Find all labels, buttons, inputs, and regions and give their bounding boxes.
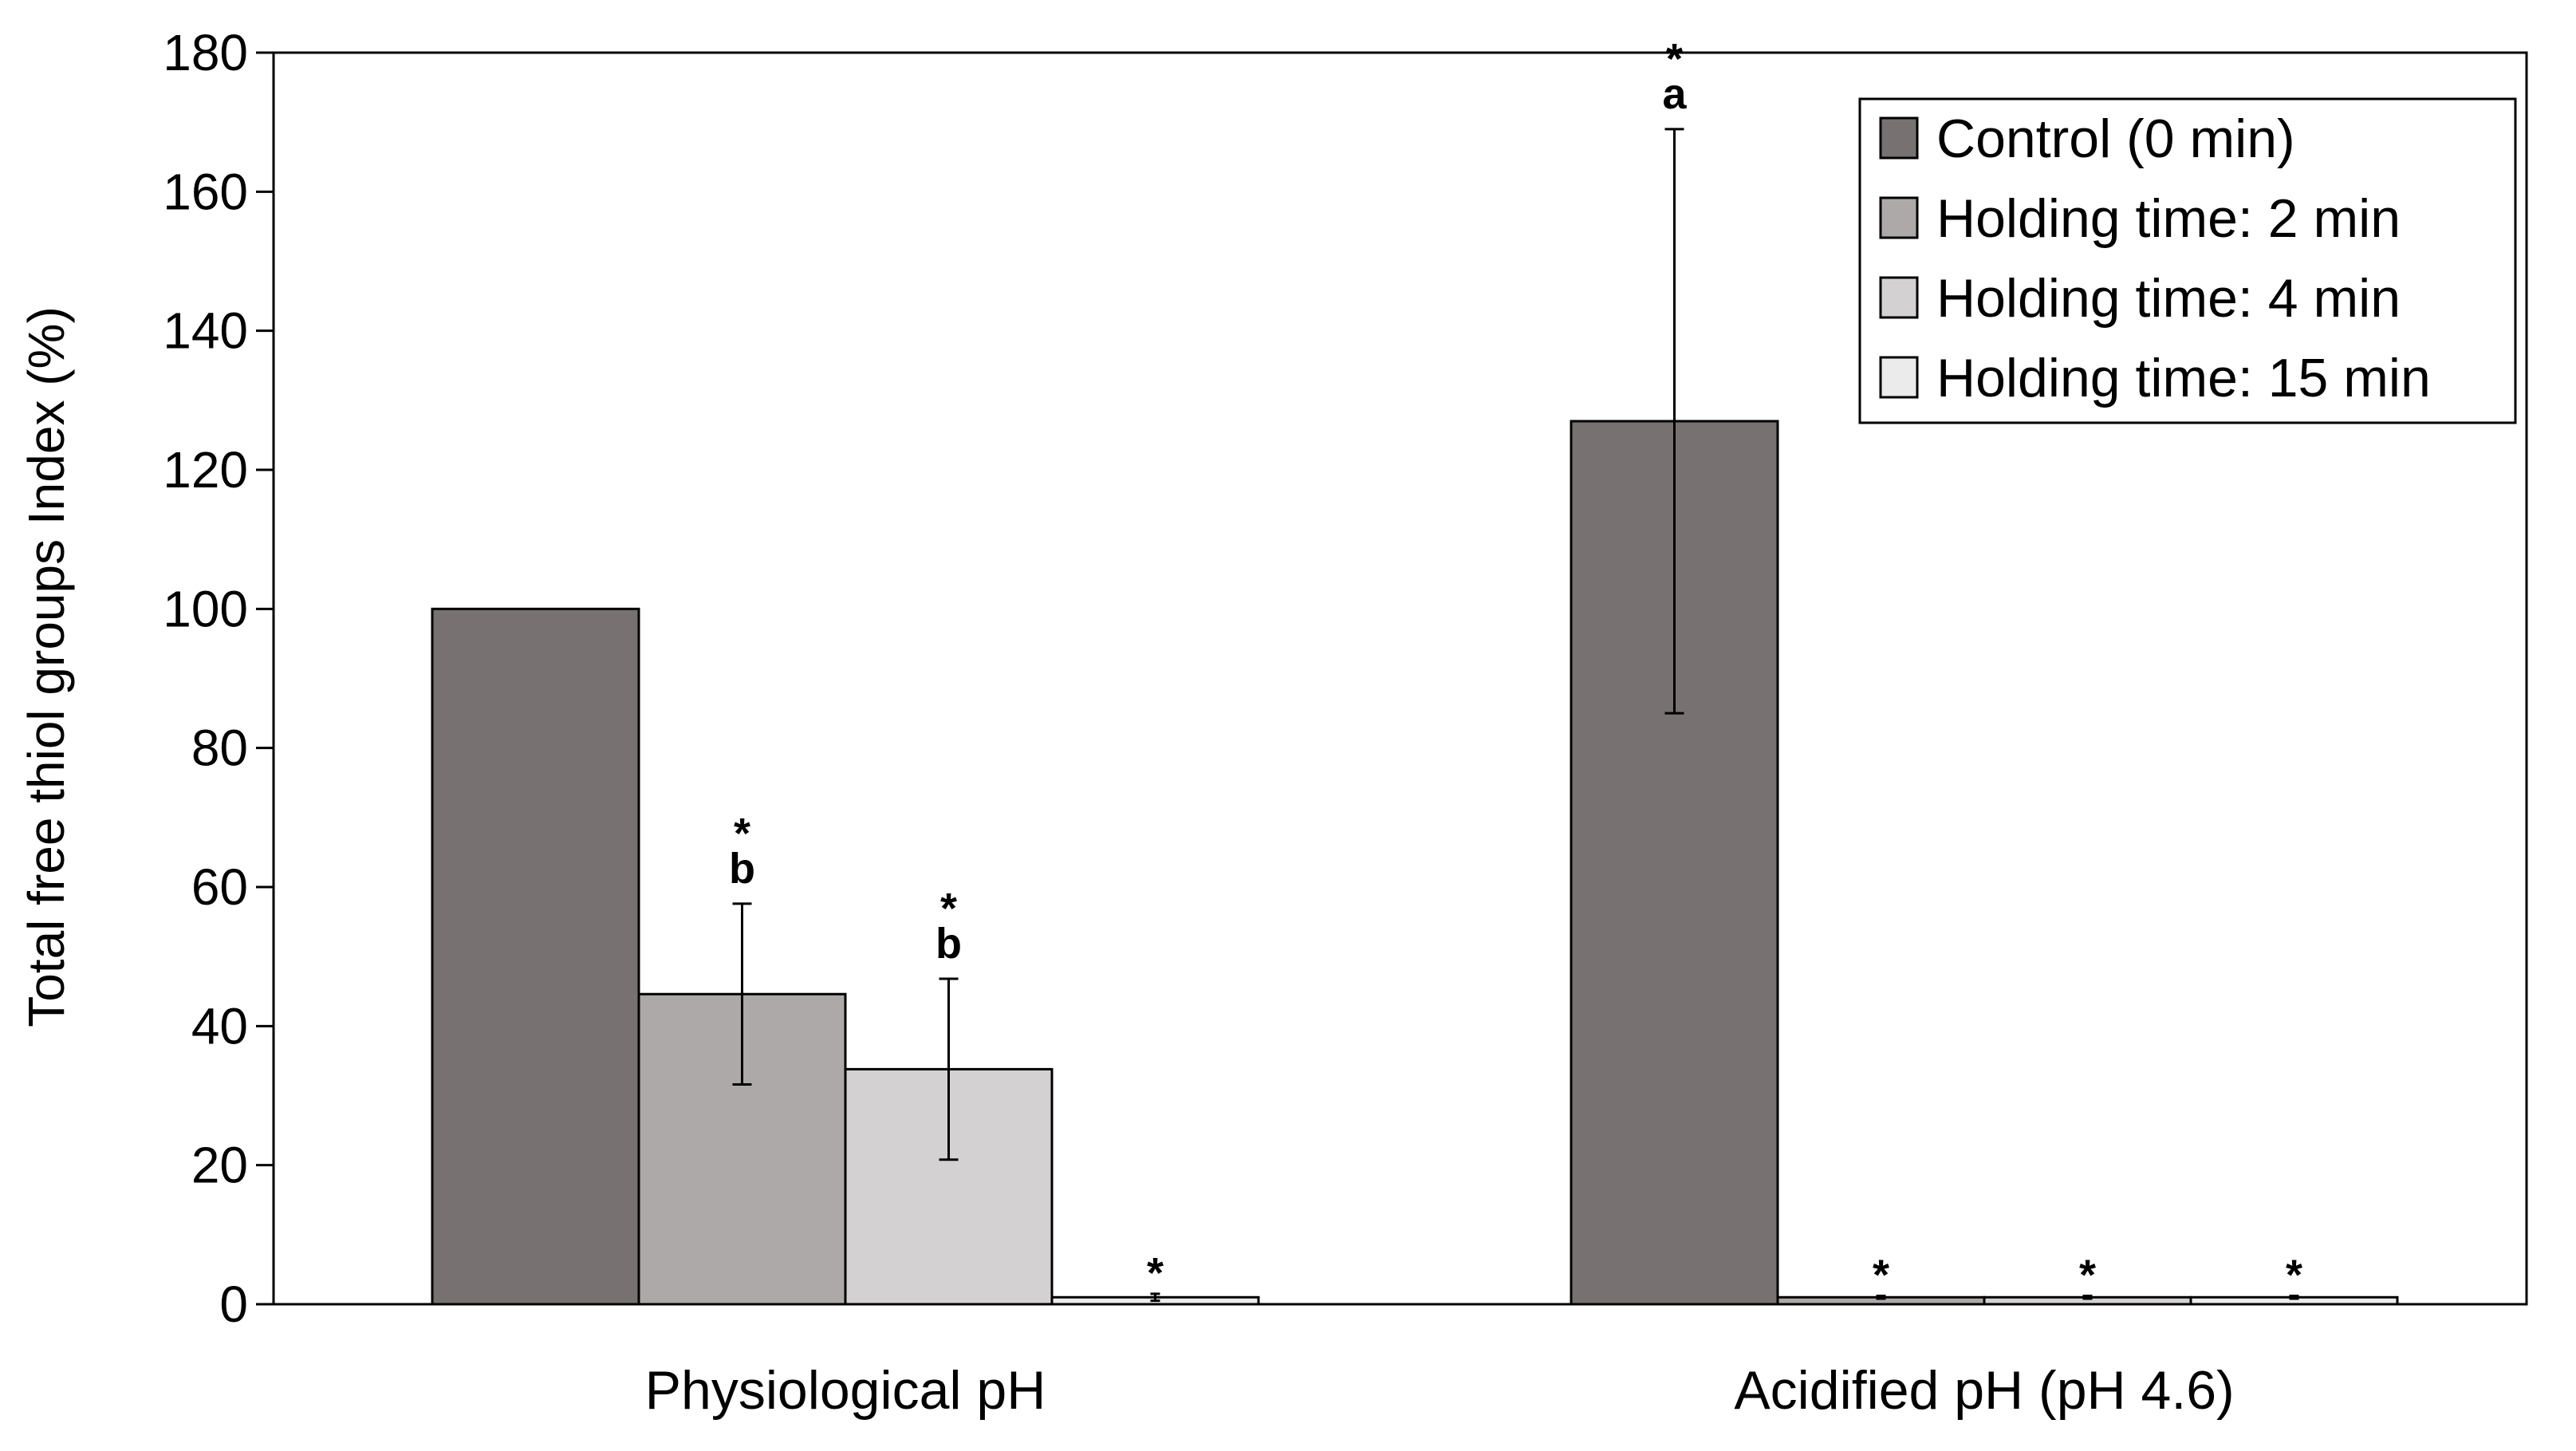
significance-annotation: * (2286, 1252, 2302, 1299)
axes: 0 20 40 60 80 100 120 140 160 180 Physiological pH… (163, 24, 2528, 1421)
y-tick-label: 100 (163, 580, 248, 637)
y-tick-label: 0 (219, 1276, 248, 1333)
x-category-label: Acidified pH (pH 4.6) (1734, 1360, 2234, 1421)
y-tick-label: 160 (163, 163, 248, 220)
significance-annotation: a (1662, 70, 1687, 118)
legend: Control (0 min) Holding time: 2 min Holdin… (1858, 97, 2517, 424)
x-category-label: Physiological pH (645, 1360, 1046, 1421)
legend-swatch (1879, 196, 1919, 239)
significance-annotation: b (935, 920, 962, 968)
y-axis-label: Total free thiol groups Index (%) (18, 306, 75, 1027)
legend-swatch (1879, 276, 1919, 319)
y-tick-label: 140 (163, 302, 248, 360)
legend-swatch (1879, 116, 1919, 160)
legend-label: Holding time: 15 min (1936, 348, 2431, 408)
legend-label: Holding time: 4 min (1936, 268, 2401, 329)
bar (431, 607, 640, 1306)
legend-label: Control (0 min) (1936, 108, 2295, 169)
y-tick-label: 120 (163, 441, 248, 499)
significance-annotation: b (729, 845, 755, 893)
y-tick-label: 20 (191, 1137, 248, 1194)
annotations: b*b**a** * * (729, 35, 2302, 1299)
significance-annotation: * (940, 885, 957, 933)
y-tick-label: 40 (191, 997, 248, 1055)
significance-annotation: * (734, 810, 750, 858)
significance-annotation: * (1873, 1252, 1889, 1299)
significance-annotation: * (1147, 1249, 1164, 1297)
y-tick-label: 180 (163, 24, 248, 81)
legend-swatch (1879, 356, 1919, 399)
y-tick-label: 80 (191, 720, 248, 777)
significance-annotation: * (1666, 35, 1683, 83)
y-tick-label: 60 (191, 858, 248, 916)
legend-box (1858, 97, 2517, 424)
plot-frame (272, 51, 2528, 1306)
bars (431, 128, 2399, 1306)
legend-label: Holding time: 2 min (1936, 188, 2401, 249)
significance-annotation: * (2079, 1252, 2096, 1299)
